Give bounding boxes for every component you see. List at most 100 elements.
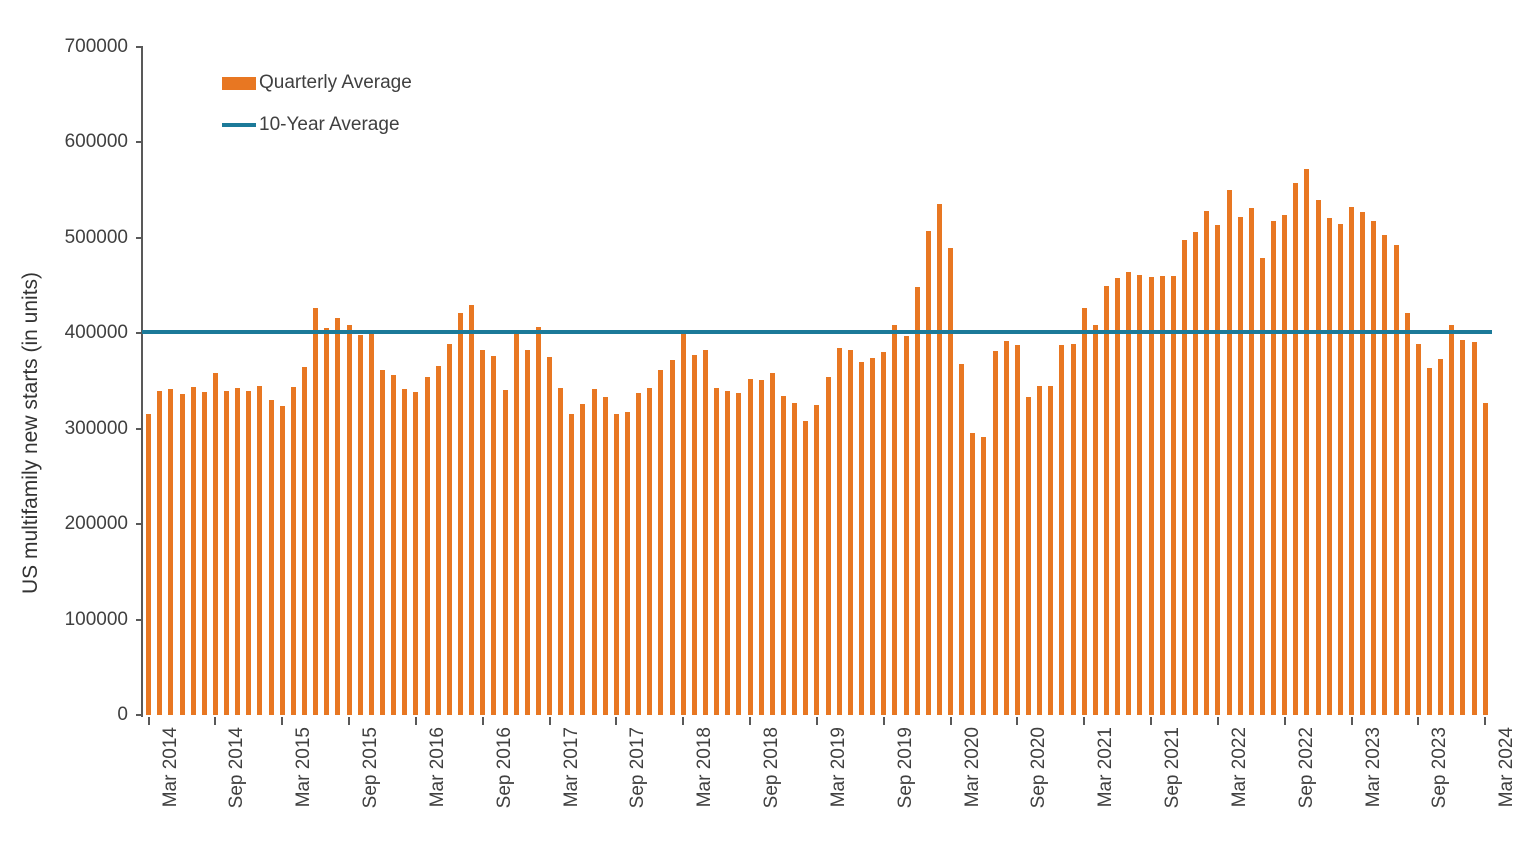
x-tick-label: Mar 2018 bbox=[694, 727, 716, 808]
bar bbox=[1282, 214, 1288, 715]
bar bbox=[1026, 397, 1032, 715]
bar bbox=[1427, 367, 1432, 715]
bar bbox=[825, 377, 831, 715]
x-tick-mark bbox=[481, 717, 484, 725]
y-tick-label: 600000 bbox=[64, 131, 128, 153]
bar bbox=[1415, 343, 1421, 715]
bar bbox=[313, 308, 319, 715]
x-tick-mark bbox=[548, 717, 551, 725]
bar bbox=[1048, 385, 1054, 715]
average-line bbox=[142, 330, 1493, 335]
x-tick-label: Sep 2023 bbox=[1429, 727, 1451, 809]
x-tick-mark bbox=[1484, 717, 1487, 725]
bar bbox=[669, 360, 675, 715]
bar bbox=[847, 349, 853, 715]
bar bbox=[446, 343, 452, 715]
x-tick-label: Mar 2014 bbox=[159, 727, 181, 808]
bar bbox=[1003, 340, 1009, 715]
x-tick-mark bbox=[147, 717, 150, 725]
legend-label: Quarterly Average bbox=[259, 72, 412, 93]
bar bbox=[1126, 272, 1132, 715]
x-tick-label: Mar 2015 bbox=[293, 727, 315, 808]
bar bbox=[1259, 257, 1265, 715]
bar bbox=[1070, 343, 1076, 715]
bar bbox=[981, 437, 987, 715]
bar bbox=[803, 421, 809, 715]
bar bbox=[1349, 207, 1355, 715]
y-tick-label: 0 bbox=[117, 704, 128, 725]
bar bbox=[257, 385, 263, 715]
bar bbox=[1393, 245, 1399, 715]
x-tick-mark bbox=[1216, 717, 1219, 725]
bar bbox=[279, 405, 285, 715]
bar bbox=[1360, 212, 1366, 715]
bar bbox=[1371, 220, 1377, 715]
bar bbox=[391, 375, 397, 715]
bar bbox=[435, 365, 441, 715]
bar bbox=[703, 350, 709, 715]
bar bbox=[1271, 220, 1277, 715]
bar bbox=[1482, 402, 1488, 715]
x-tick-mark bbox=[414, 717, 417, 725]
x-tick-label: Sep 2017 bbox=[627, 727, 649, 809]
y-tick-label: 300000 bbox=[64, 417, 128, 439]
x-tick-mark bbox=[1016, 717, 1019, 725]
bar bbox=[613, 414, 619, 715]
bar bbox=[725, 391, 731, 715]
bar bbox=[780, 396, 786, 715]
bar bbox=[769, 373, 775, 715]
y-tick-mark bbox=[136, 46, 142, 48]
y-tick-mark bbox=[136, 141, 142, 144]
bar bbox=[1382, 234, 1388, 715]
bar bbox=[948, 248, 954, 715]
bar bbox=[1193, 232, 1199, 715]
bar bbox=[758, 380, 764, 715]
bar bbox=[1204, 211, 1210, 715]
x-tick-label: Sep 2022 bbox=[1295, 727, 1317, 809]
x-tick-label: Sep 2018 bbox=[761, 727, 783, 809]
bar bbox=[680, 334, 686, 715]
legend-item-quarterly-average: Quarterly Average bbox=[222, 66, 412, 100]
bar bbox=[1159, 276, 1165, 715]
x-tick-label: Mar 2022 bbox=[1228, 727, 1250, 808]
bar bbox=[1081, 308, 1087, 715]
bar bbox=[168, 388, 174, 715]
bar bbox=[736, 393, 742, 715]
bar bbox=[1115, 277, 1121, 715]
x-tick-label: Mar 2020 bbox=[961, 727, 983, 808]
x-tick-label: Sep 2020 bbox=[1028, 727, 1050, 809]
bar bbox=[1092, 324, 1098, 715]
bar bbox=[658, 369, 664, 715]
bar bbox=[1037, 385, 1043, 715]
y-tick-label: 500000 bbox=[64, 226, 128, 248]
bar bbox=[524, 349, 530, 715]
bar bbox=[858, 361, 864, 715]
bar bbox=[992, 351, 998, 715]
bar bbox=[1059, 344, 1065, 715]
bar bbox=[1014, 344, 1020, 715]
y-tick-mark bbox=[136, 427, 142, 430]
bar bbox=[914, 286, 920, 715]
legend-label: 10-Year Average bbox=[259, 114, 400, 135]
bar bbox=[1404, 313, 1410, 715]
bar bbox=[591, 388, 597, 715]
bar bbox=[647, 387, 653, 715]
bar bbox=[324, 327, 330, 715]
bar bbox=[246, 390, 252, 715]
y-tick-mark bbox=[136, 236, 142, 239]
x-tick-mark bbox=[682, 717, 685, 725]
bar bbox=[1170, 276, 1176, 715]
bar bbox=[1460, 339, 1466, 715]
bar bbox=[747, 379, 753, 715]
bar bbox=[491, 356, 497, 715]
bar bbox=[146, 414, 152, 715]
bar bbox=[1237, 216, 1243, 715]
bar bbox=[1293, 182, 1299, 715]
bar bbox=[368, 334, 374, 715]
x-tick-mark bbox=[882, 717, 885, 725]
x-tick-mark bbox=[348, 717, 351, 725]
bar bbox=[1148, 276, 1154, 715]
bar bbox=[513, 334, 519, 715]
bar bbox=[836, 347, 842, 715]
